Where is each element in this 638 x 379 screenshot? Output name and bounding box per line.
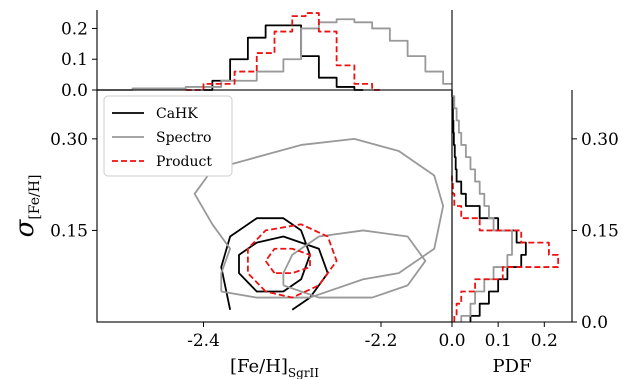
right-axes-frame bbox=[451, 90, 573, 323]
legend-box bbox=[103, 95, 233, 177]
main-contour-panel: -2.4 -2.20.150.30[Fe/H]SgrIIσ[Fe/H]CaHKSp… bbox=[10, 89, 453, 379]
top-hist-line-product bbox=[185, 12, 381, 91]
contour-cahk-0 bbox=[220, 217, 329, 311]
main-xtick-label: -2.2 bbox=[365, 331, 398, 351]
contour-spectro-2 bbox=[193, 137, 445, 299]
main-xlabel-sub: SgrII bbox=[288, 366, 319, 379]
right-xlabel: PDF bbox=[492, 356, 531, 377]
top-ytick-label: 0.1 bbox=[61, 50, 88, 70]
top-hist-line-spectro bbox=[97, 18, 452, 91]
right-hist-line-cahk bbox=[451, 90, 527, 322]
legend-label-product: Product bbox=[156, 154, 212, 170]
top-ytick-label: 0.0 bbox=[61, 81, 88, 101]
right-xtick-label: 0.1 bbox=[485, 331, 512, 351]
main-xlabel: [Fe/H]SgrII bbox=[230, 356, 319, 379]
right-ytick-label: 0.30 bbox=[581, 130, 619, 150]
top-hist-line-cahk bbox=[203, 24, 364, 91]
main-xtick-label: -2.4 bbox=[187, 331, 220, 351]
contour-spectro-1 bbox=[282, 229, 427, 299]
right-histogram-panel: 0.0 0.1 0.2 0.0 0.15 0.30 PDF bbox=[438, 90, 619, 377]
right-ytick-label: 0.15 bbox=[581, 221, 619, 241]
right-hist-line-spectro bbox=[451, 90, 513, 322]
contour-product-4 bbox=[264, 247, 311, 275]
main-xlabel-main: [Fe/H] bbox=[230, 356, 288, 377]
top-ytick-label: 0.2 bbox=[61, 19, 88, 39]
legend: CaHK Spectro Product bbox=[103, 95, 233, 177]
main-ytick-label: 0.15 bbox=[50, 221, 88, 241]
right-xtick-label: 0.2 bbox=[531, 331, 558, 351]
top-histogram-panel: 0.0 0.1 0.2 bbox=[61, 10, 453, 101]
main-ytick-label: 0.30 bbox=[50, 130, 88, 150]
main-ylabel-sub: [Fe/H] bbox=[27, 175, 43, 220]
right-hist-line-product bbox=[451, 175, 560, 322]
legend-label-cahk: CaHK bbox=[156, 106, 198, 122]
legend-label-spectro: Spectro bbox=[156, 130, 211, 146]
contour-product-3 bbox=[246, 223, 338, 299]
right-xtick-label: 0.0 bbox=[438, 331, 465, 351]
main-ylabel-main: σ bbox=[10, 218, 40, 237]
right-ytick-label: 0.0 bbox=[581, 313, 608, 333]
main-ylabel: σ[Fe/H] bbox=[10, 175, 43, 238]
